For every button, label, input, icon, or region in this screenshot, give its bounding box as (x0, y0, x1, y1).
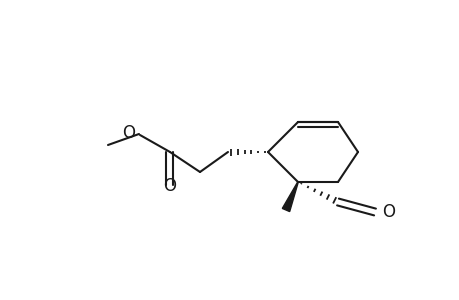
Text: O: O (163, 177, 176, 195)
Text: O: O (381, 203, 394, 221)
Polygon shape (282, 182, 297, 211)
Text: O: O (122, 124, 134, 142)
